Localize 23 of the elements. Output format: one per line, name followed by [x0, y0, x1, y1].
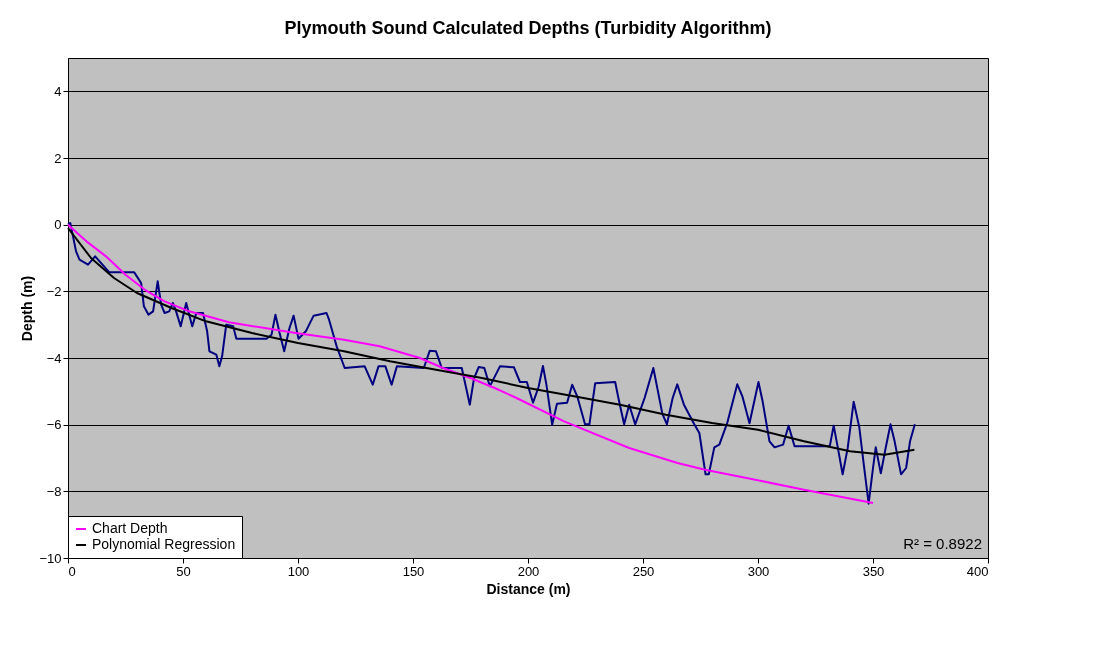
- y-tick-label: 4: [54, 83, 62, 99]
- x-tick-label: 300: [747, 563, 770, 579]
- x-axis-title: Distance (m): [486, 580, 571, 597]
- x-tick-label: 200: [517, 563, 540, 579]
- chart-title: Plymouth Sound Calculated Depths (Turbidity Algorithm): [284, 18, 772, 38]
- x-tick-label: 350: [862, 563, 885, 579]
- x-tick-label: 400: [966, 563, 989, 579]
- x-tick-label: 250: [632, 563, 655, 579]
- legend-label: Polynomial Regression: [92, 536, 236, 552]
- y-tick-label: 2: [54, 150, 62, 166]
- y-tick-label: −10: [39, 550, 62, 566]
- y-axis-title: Depth (m): [19, 275, 36, 342]
- x-tick-label: 50: [176, 563, 191, 579]
- y-tick-label: −8: [46, 483, 62, 499]
- x-tick-label: 100: [287, 563, 310, 579]
- y-tick-label: −6: [46, 417, 62, 433]
- annotation: R² = 0.8922: [903, 535, 982, 552]
- y-tick-label: −4: [46, 350, 62, 366]
- x-tick-label: 150: [402, 563, 425, 579]
- legend-label: Chart Depth: [92, 520, 168, 536]
- y-tick-label: −2: [46, 283, 62, 299]
- y-tick-label: 0: [54, 217, 62, 233]
- x-tick-label: 0: [68, 563, 76, 579]
